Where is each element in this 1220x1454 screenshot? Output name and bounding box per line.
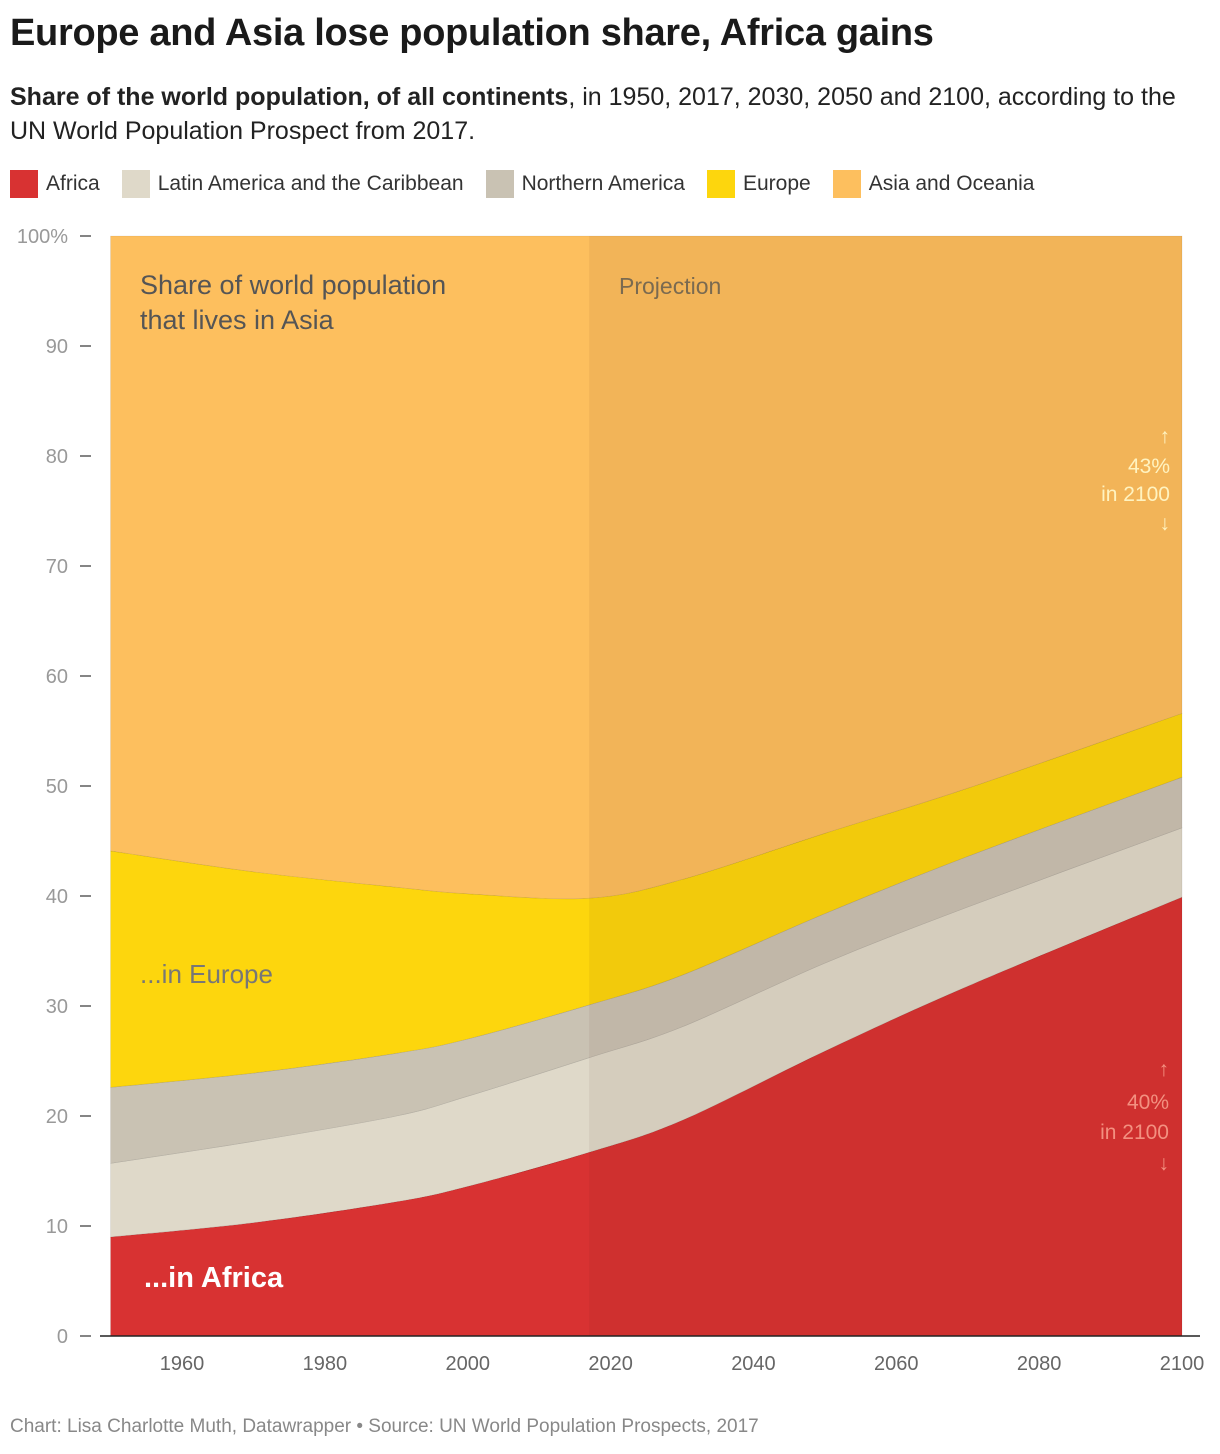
legend-swatch <box>706 170 735 198</box>
x-tick-label: 2100 <box>1160 1353 1205 1375</box>
y-tick-label: 10 <box>46 1216 68 1238</box>
x-axis: 1960 1980 2000 2020 2040 2060 2080 2100 <box>160 1353 1204 1375</box>
x-tick-label: 2060 <box>874 1353 919 1375</box>
legend-item-asia: Asia and Oceania <box>832 170 1035 198</box>
annotation-africa: ...in Africa <box>144 1262 284 1294</box>
legend-swatch <box>832 170 861 198</box>
subtitle-bold: Share of the world population, of all co… <box>10 83 569 111</box>
x-tick-label: 1980 <box>303 1353 348 1375</box>
annotation-asia-label: in 2100 <box>1101 483 1170 506</box>
annotation-asia-line1: Share of world population <box>140 270 446 300</box>
x-tick-label: 2000 <box>445 1353 490 1375</box>
x-tick-label: 2040 <box>731 1353 776 1375</box>
legend-item-africa: Africa <box>10 170 100 198</box>
chart-footer: Chart: Lisa Charlotte Muth, Datawrapper … <box>10 1416 759 1437</box>
annotations: Share of world population that lives in … <box>140 270 1170 1294</box>
y-tick-label: 70 <box>46 556 68 578</box>
y-tick-label: 30 <box>46 996 68 1018</box>
annotation-africa-up-arrow: ↑ <box>1159 1058 1170 1081</box>
legend-label: Northern America <box>521 172 685 195</box>
y-axis: 100% 90 80 70 60 50 40 30 20 10 0 <box>17 226 91 1348</box>
y-tick-label: 0 <box>57 1326 68 1348</box>
y-tick-label: 100% <box>17 226 68 248</box>
area-latin-america-and-the-caribbean <box>110 827 1183 1238</box>
legend-swatch <box>121 170 150 198</box>
y-tick-label: 90 <box>46 336 68 358</box>
legend-label: Asia and Oceania <box>868 172 1035 195</box>
annotation-asia-up-arrow: ↑ <box>1160 425 1171 448</box>
y-tick-label: 60 <box>46 666 68 688</box>
legend-label: Latin America and the Caribbean <box>157 172 464 195</box>
annotation-asia-down-arrow: ↓ <box>1160 512 1171 535</box>
legend-swatch <box>10 170 38 198</box>
x-tick-label: 2080 <box>1017 1353 1062 1375</box>
legend-label: Europe <box>742 172 811 195</box>
annotation-africa-label: in 2100 <box>1100 1121 1169 1144</box>
x-tick-label: 2020 <box>588 1353 633 1375</box>
annotation-asia-line2: that lives in Asia <box>140 305 335 335</box>
x-tick-label: 1960 <box>160 1353 205 1375</box>
legend-label: Africa <box>46 172 100 195</box>
y-tick-label: 40 <box>46 886 68 908</box>
legend-item-latin-america: Latin America and the Caribbean <box>121 170 464 198</box>
y-tick-label: 50 <box>46 776 68 798</box>
annotation-europe: ...in Europe <box>140 959 273 989</box>
projection-overlay <box>589 236 1182 1336</box>
y-tick-label: 80 <box>46 446 68 468</box>
legend-item-northern-america: Northern America <box>485 170 685 198</box>
legend: Africa Latin America and the Caribbean N… <box>10 170 1034 198</box>
areas <box>110 235 1183 1337</box>
annotation-africa-value: 40% <box>1127 1091 1169 1114</box>
chart-subtitle: Share of the world population, of all co… <box>10 80 1200 148</box>
legend-swatch <box>485 170 514 198</box>
chart-title: Europe and Asia lose population share, A… <box>10 12 934 54</box>
y-tick-label: 20 <box>46 1106 68 1128</box>
annotation-asia-value: 43% <box>1128 455 1170 478</box>
subtitle-rest: , in 1950, 2017, 2030, 2050 and 2100, ac… <box>10 83 1176 145</box>
annotation-africa-down-arrow: ↓ <box>1159 1152 1170 1175</box>
annotation-projection: Projection <box>619 273 721 299</box>
area-asia-and-oceania <box>110 235 1183 900</box>
legend-item-europe: Europe <box>706 170 811 198</box>
